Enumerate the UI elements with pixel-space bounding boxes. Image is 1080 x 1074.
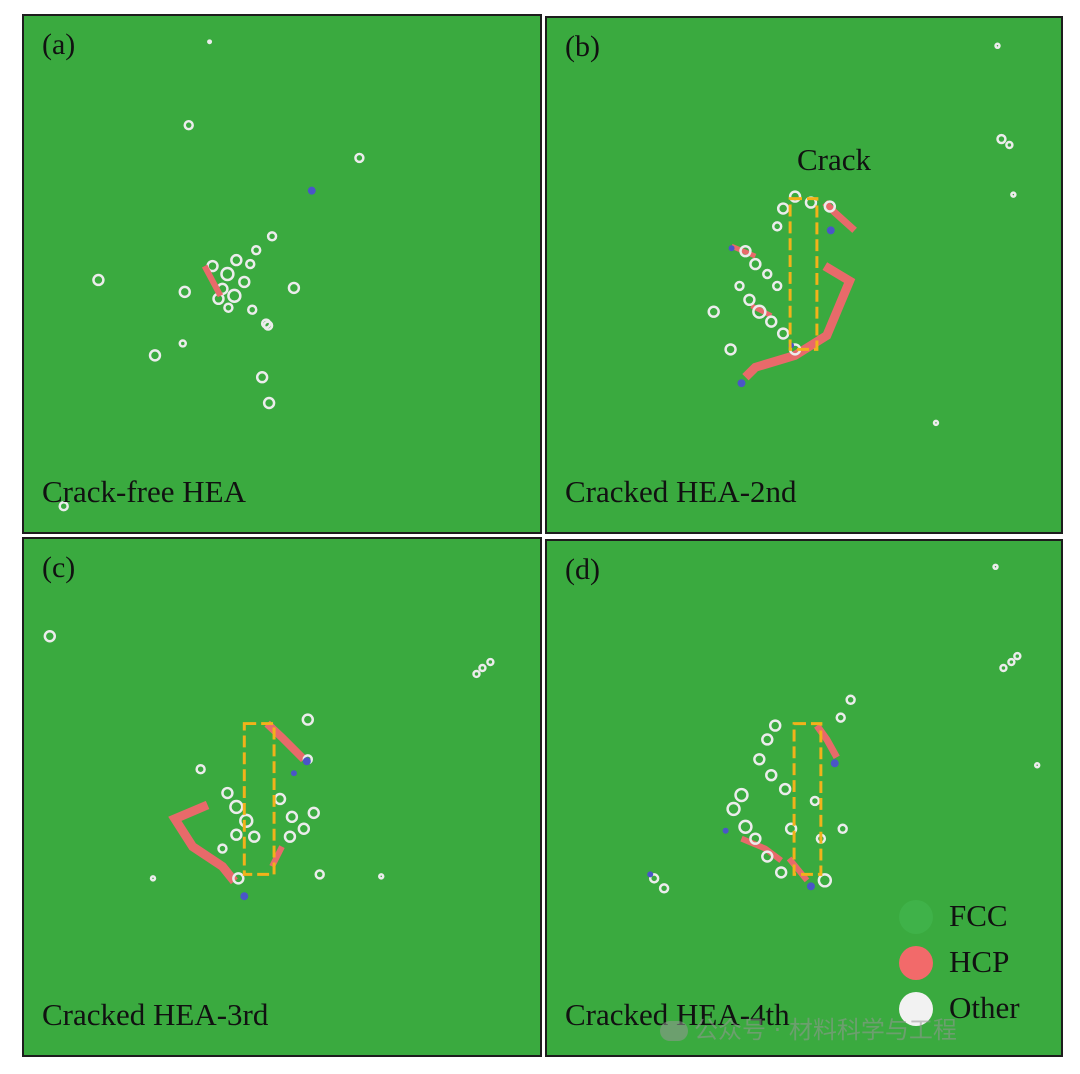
atom-map-b [707, 42, 1017, 427]
panel-label: (b) [565, 30, 600, 63]
panel-caption: Cracked HEA-2nd [565, 474, 797, 509]
panel-d: (d) Cracked HEA-4th FCC HCP Other [545, 539, 1063, 1057]
other-swatch [899, 992, 933, 1026]
atom-map-a [58, 39, 365, 512]
panel-label: (a) [42, 28, 76, 61]
legend-label: Other [949, 990, 1020, 1025]
wechat-icon [660, 1021, 688, 1041]
legend-label: FCC [949, 898, 1008, 933]
watermark: 公众号 · 材料科学与工程 [660, 1010, 957, 1045]
atom-map-d [647, 563, 1041, 894]
hcp-swatch [899, 946, 933, 980]
crack-annotation: Crack [797, 142, 872, 177]
legend-label: HCP [949, 944, 1010, 979]
panel-a: (a) Crack-free HEA [22, 14, 542, 534]
panel-label: (c) [42, 551, 76, 584]
fcc-swatch [899, 900, 933, 934]
atom-map-c [43, 630, 495, 901]
watermark-text: 公众号 · 材料科学与工程 [694, 1016, 957, 1044]
panel-caption: Cracked HEA-3rd [42, 997, 269, 1032]
panel-label: (d) [565, 553, 600, 586]
panel-caption: Crack-free HEA [42, 474, 246, 509]
panel-b: (b) Crack Cracked HEA-2nd [545, 16, 1063, 534]
panel-c: (c) Cracked HEA-3rd [22, 537, 542, 1057]
